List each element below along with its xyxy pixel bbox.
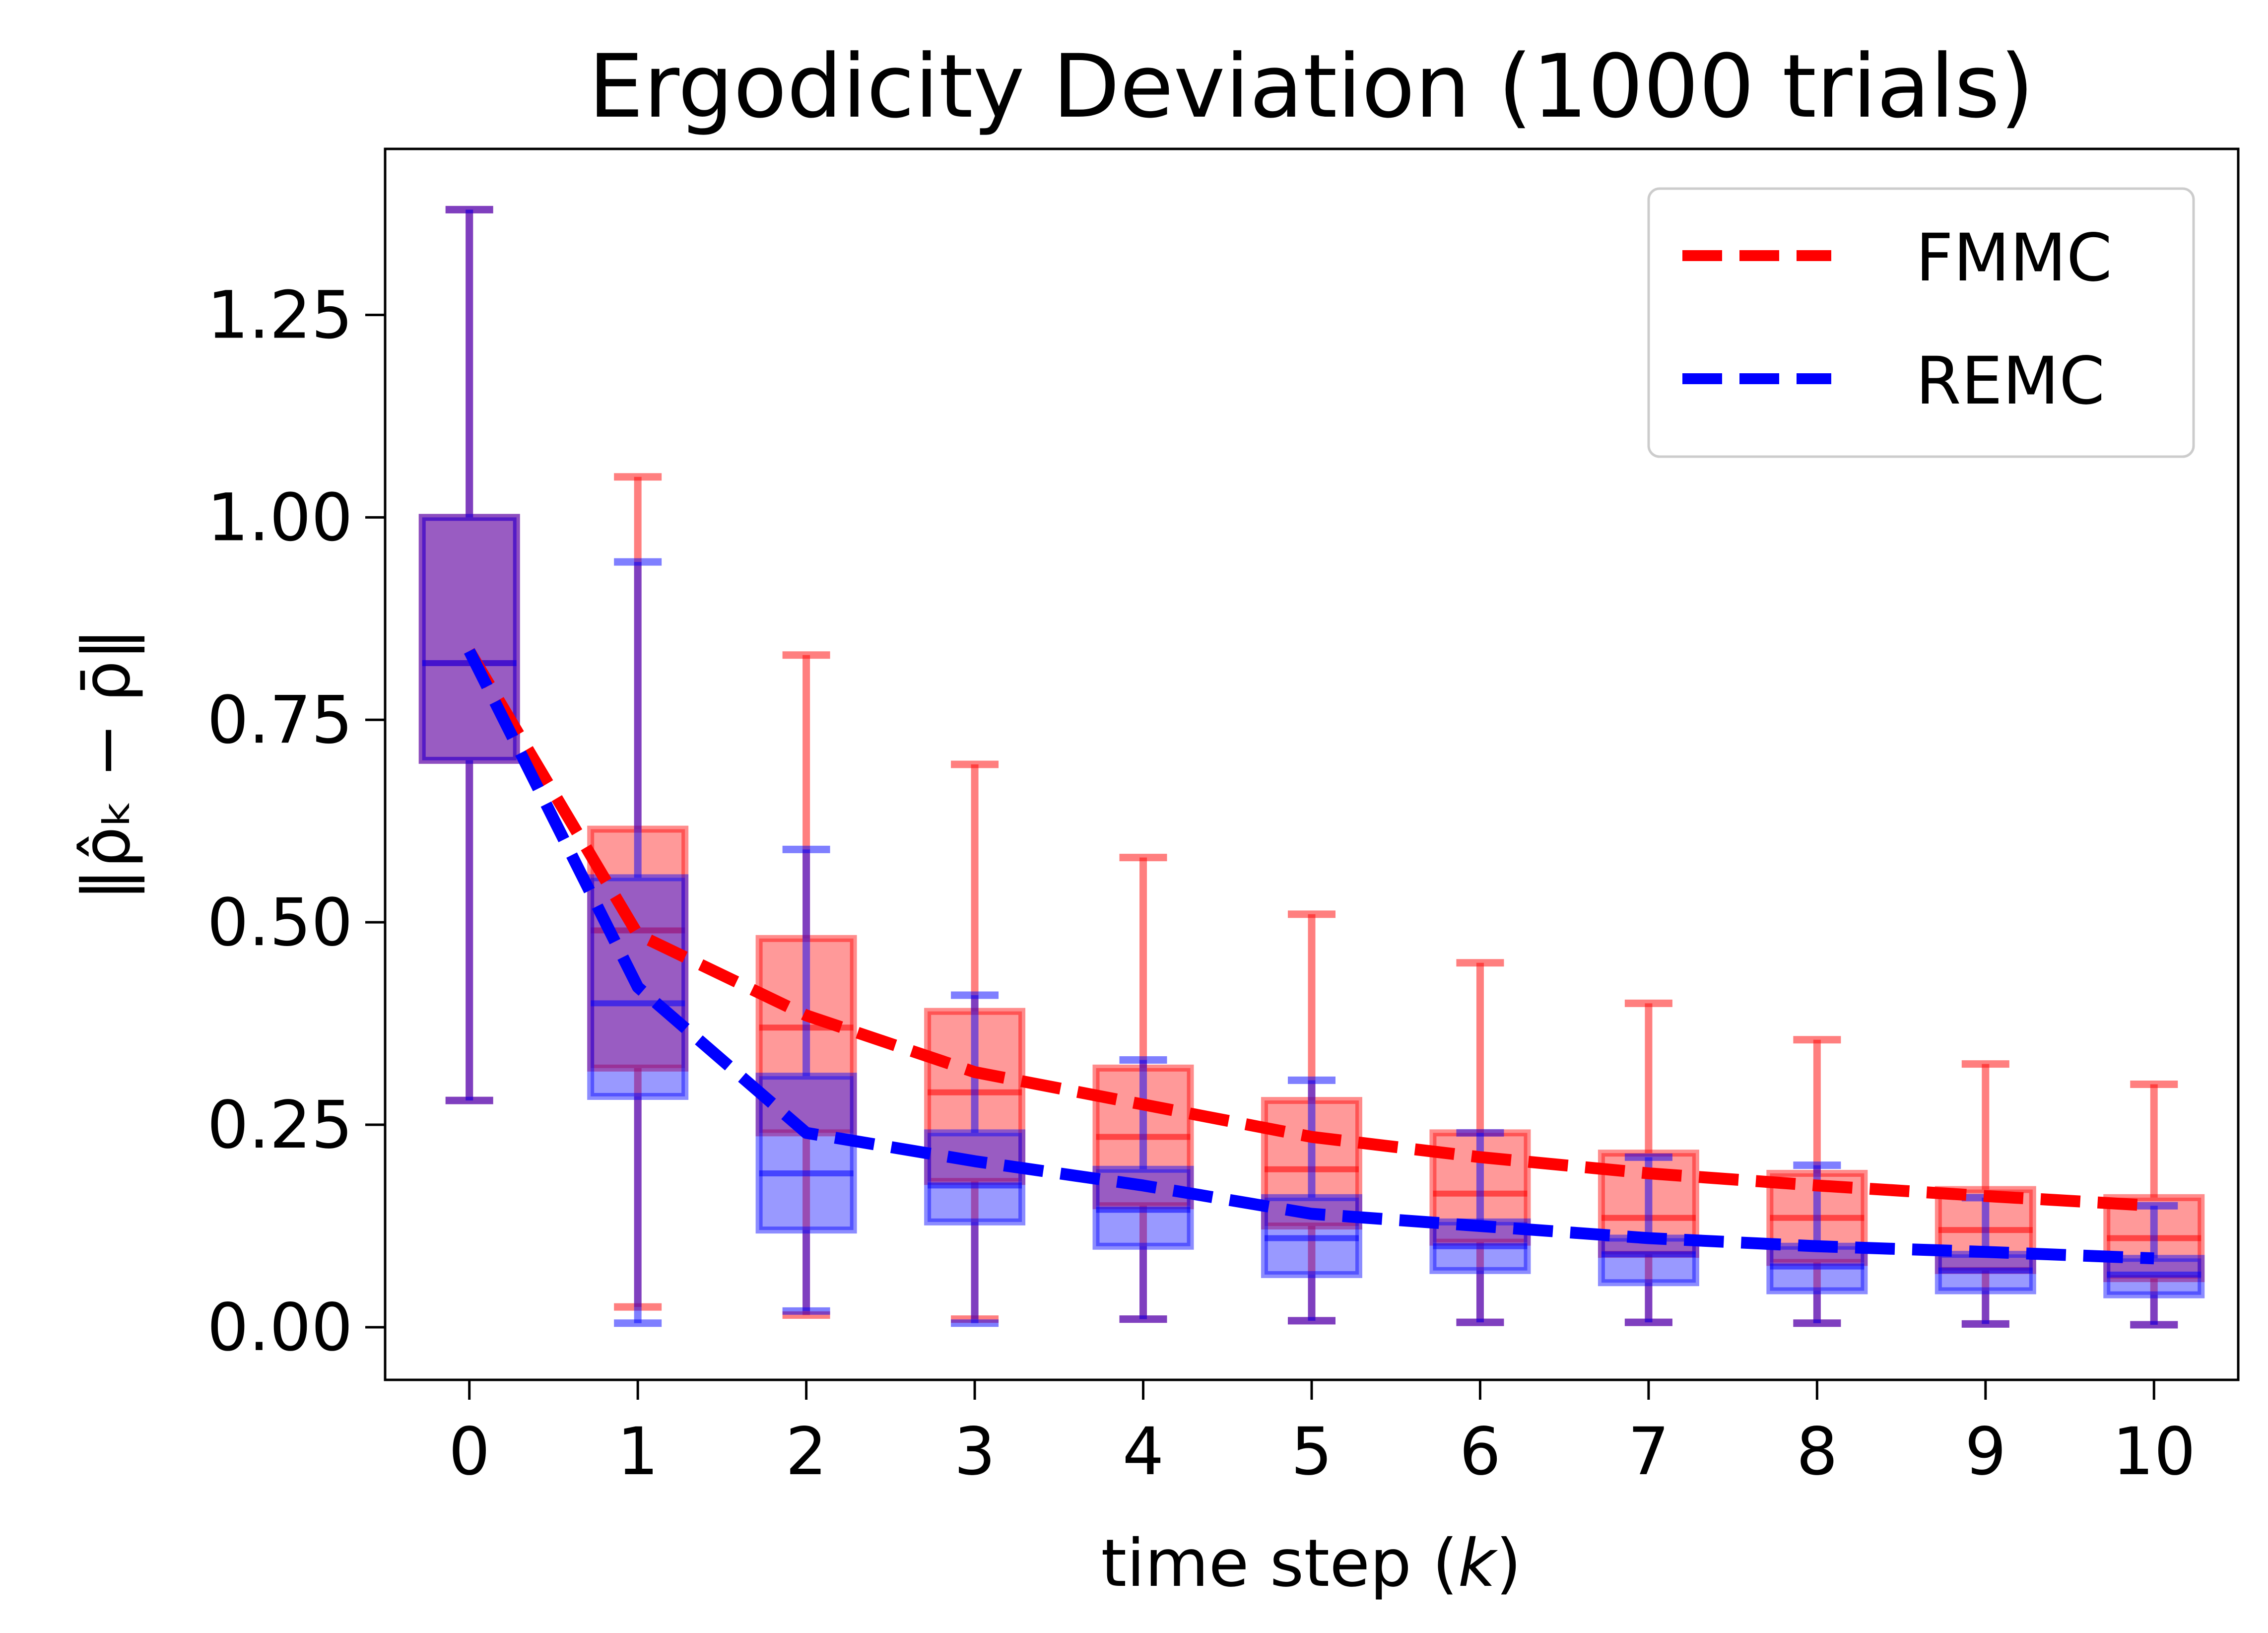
legend: FMMC REMC	[1647, 187, 2195, 458]
y-tick-label-3: 0.75	[207, 682, 353, 758]
legend-frame	[1647, 187, 2195, 458]
x-tick-label-1: 1	[617, 1414, 659, 1490]
chart-title: Ergodicity Deviation (1000 trials)	[589, 36, 2034, 137]
x-tick-label-0: 0	[449, 1414, 490, 1490]
remc-box-2	[755, 1073, 857, 1234]
x-tick-label-10: 10	[2112, 1414, 2196, 1490]
remc-box-7	[1598, 1234, 1699, 1287]
y-tick-label-2: 0.50	[207, 885, 353, 961]
x-tick-label-7: 7	[1628, 1414, 1669, 1490]
x-tick-label-5: 5	[1291, 1414, 1333, 1490]
x-tick-label-2: 2	[786, 1414, 827, 1490]
y-tick-label-5: 1.25	[207, 277, 353, 353]
y-tick-label-1: 0.25	[207, 1087, 353, 1163]
legend-label-remc: REMC	[1916, 343, 2105, 419]
x-axis-label: time step (k)	[1101, 1525, 1521, 1602]
legend-label-fmmc: FMMC	[1916, 220, 2112, 296]
x-axis: 0 1 2 3 4 5 6 7 8 9 10	[449, 1380, 2196, 1490]
x-tick-label-8: 8	[1796, 1414, 1838, 1490]
fmmc-mean-line	[464, 648, 2154, 1212]
y-tick-label-4: 1.00	[207, 479, 353, 556]
x-tick-label-4: 4	[1123, 1414, 1164, 1490]
x-tick-label-9: 9	[1965, 1414, 2006, 1490]
x-tick-label-6: 6	[1459, 1414, 1501, 1490]
remc-box-3	[924, 1129, 1026, 1225]
y-axis-label: ‖ρ̂ₖ − ρ̄‖	[68, 628, 145, 901]
y-tick-label-0: 0.00	[207, 1290, 353, 1366]
x-tick-label-3: 3	[954, 1414, 996, 1490]
plot-area	[418, 205, 2205, 1329]
remc-mean-line	[464, 648, 2154, 1265]
y-axis: 0.00 0.25 0.50 0.75 1.00 1.25	[207, 277, 385, 1366]
